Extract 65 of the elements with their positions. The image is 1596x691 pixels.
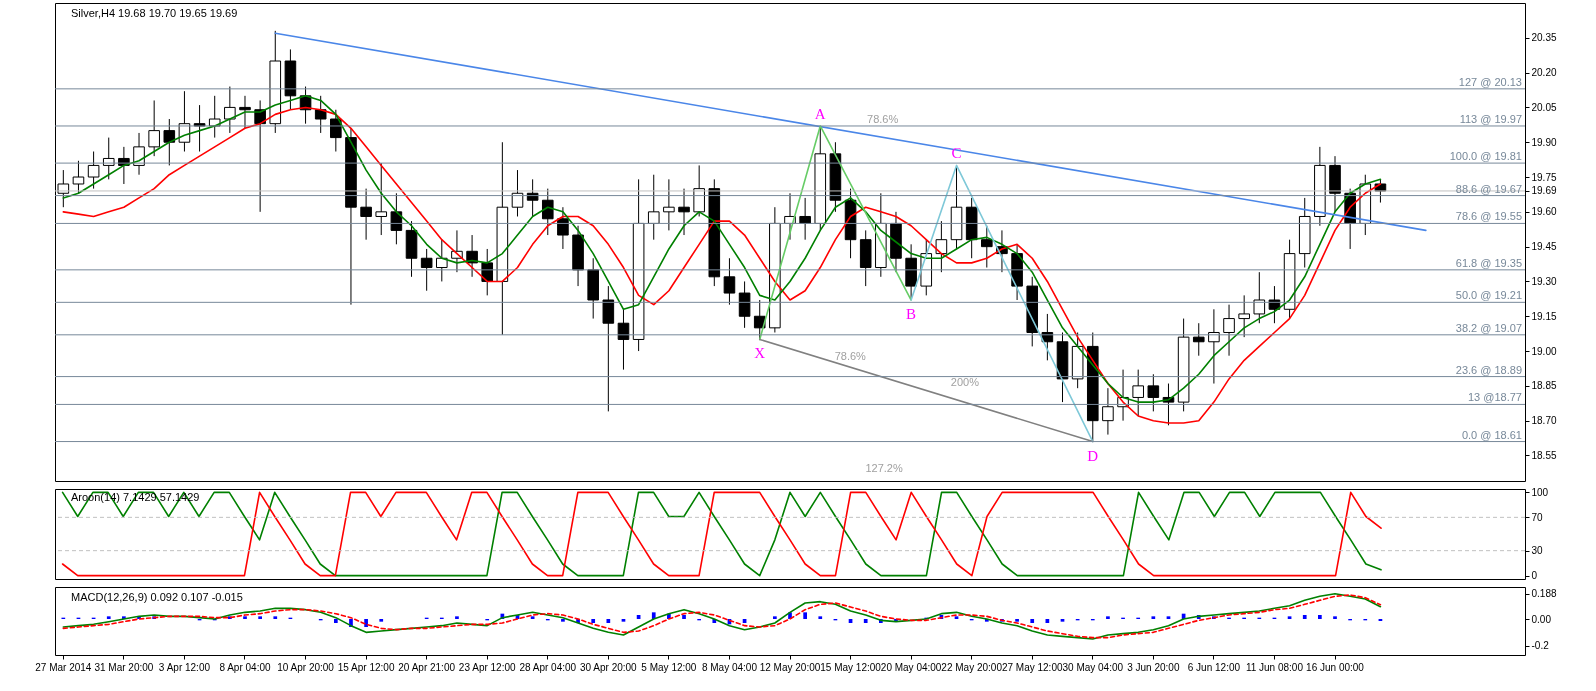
ref-line-label: 113 @ 19.97 bbox=[1459, 112, 1522, 125]
y-tick-label: -0.2 bbox=[1531, 640, 1550, 652]
y-tick-label: 19.90 bbox=[1531, 136, 1557, 148]
y-tick-label: 18.70 bbox=[1531, 415, 1557, 427]
x-tick-label: 20 Apr 21:00 bbox=[398, 661, 456, 673]
y-tick-label: 18.85 bbox=[1531, 380, 1557, 392]
annotation: 78.6% bbox=[834, 349, 867, 362]
x-tick-label: 31 Mar 20:00 bbox=[94, 661, 154, 673]
annotation: 78.6% bbox=[867, 112, 899, 125]
y-tick-label: 30 bbox=[1531, 545, 1544, 557]
y-tick-label: 18.55 bbox=[1531, 449, 1557, 461]
ref-line-label: 127 @ 20.13 bbox=[1458, 75, 1522, 88]
x-tick-label: 27 Mar 2014 bbox=[35, 661, 92, 673]
x-tick-label: 15 Apr 12:00 bbox=[337, 661, 395, 673]
x-tick-label: 30 Apr 20:00 bbox=[579, 661, 638, 673]
annotation: 200% bbox=[950, 376, 980, 389]
x-tick-label: 8 Apr 04:00 bbox=[219, 661, 272, 673]
x-tick-label: 23 Apr 12:00 bbox=[458, 661, 517, 673]
data-label: A bbox=[814, 105, 826, 122]
data-label: B bbox=[906, 306, 917, 323]
x-tick-label: 11 Jun 08:00 bbox=[1245, 661, 1304, 673]
y-tick-label: 20.20 bbox=[1531, 67, 1557, 79]
ref-line-label: 23.6 @ 18.89 bbox=[1455, 363, 1522, 376]
y-tick-label: 19.75 bbox=[1531, 171, 1557, 183]
data-label: C bbox=[951, 145, 962, 162]
y-tick-label: 0 bbox=[1531, 570, 1538, 582]
y-tick-label: 20.05 bbox=[1531, 101, 1557, 113]
x-tick-label: 12 May 20:00 bbox=[759, 661, 821, 673]
x-tick-label: 8 May 04:00 bbox=[701, 661, 758, 673]
x-tick-label: 6 Jun 12:00 bbox=[1187, 661, 1241, 673]
x-tick-label: 28 Apr 04:00 bbox=[519, 661, 577, 673]
ref-line-label: 50.0 @ 19.21 bbox=[1455, 289, 1522, 302]
data-label: X bbox=[754, 345, 766, 362]
x-tick-label: 10 Apr 20:00 bbox=[277, 661, 335, 673]
ref-line-label: 61.8 @ 19.35 bbox=[1455, 256, 1522, 269]
x-tick-label: 22 May 20:00 bbox=[941, 661, 1003, 673]
chart-title: Silver,H4 19.68 19.70 19.65 19.69 bbox=[71, 7, 238, 19]
y-tick-label: 20.35 bbox=[1531, 32, 1557, 44]
x-tick-label: 5 May 12:00 bbox=[641, 661, 697, 673]
x-tick-label: 20 May 04:00 bbox=[880, 661, 942, 673]
x-tick-label: 16 Jun 00:00 bbox=[1306, 661, 1365, 673]
x-tick-label: 3 Jun 20:00 bbox=[1127, 661, 1180, 673]
y-tick-label: 100 bbox=[1531, 486, 1549, 498]
chart-title: MACD(12,26,9) 0.092 0.107 -0.015 bbox=[71, 591, 243, 603]
ref-line-label: 0.0 @ 18.61 bbox=[1461, 428, 1522, 441]
y-tick-label: 19.60 bbox=[1531, 206, 1557, 218]
ref-line-label: 38.2 @ 19.07 bbox=[1455, 321, 1522, 334]
ref-line-label: 100.0 @ 19.81 bbox=[1449, 150, 1522, 163]
y-tick-label: 0.188 bbox=[1531, 588, 1557, 600]
x-tick-label: 27 May 12:00 bbox=[1001, 661, 1063, 673]
ref-line-label: 88.6 @ 19.67 bbox=[1455, 182, 1522, 195]
y-tick-label: 70 bbox=[1531, 511, 1544, 523]
annotation: 127.2% bbox=[865, 462, 903, 475]
y-tick-label: 19.30 bbox=[1531, 275, 1557, 287]
x-tick-label: 30 May 04:00 bbox=[1062, 661, 1124, 673]
y-tick-label: 19.15 bbox=[1531, 310, 1557, 322]
y-tick-label: 0.00 bbox=[1531, 613, 1552, 625]
y-tick-label: 19.45 bbox=[1531, 241, 1557, 253]
ref-line-label: 13 @18.77 bbox=[1468, 391, 1522, 404]
data-label: D bbox=[1087, 447, 1099, 464]
x-tick-label: 15 May 12:00 bbox=[820, 661, 882, 673]
y-tick-label: 19.00 bbox=[1531, 345, 1557, 357]
x-tick-label: 3 Apr 12:00 bbox=[158, 661, 211, 673]
y-tick-label: 19.69 bbox=[1531, 185, 1557, 197]
ref-line-label: 78.6 @ 19.55 bbox=[1455, 210, 1522, 223]
